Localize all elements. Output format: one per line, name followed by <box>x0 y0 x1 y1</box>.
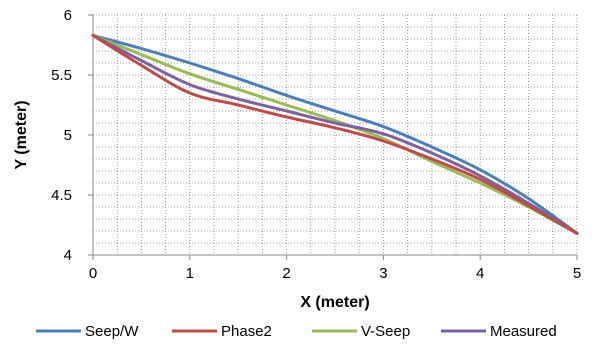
y-tick-label: 4 <box>64 247 72 264</box>
series-line-v-seep <box>91 33 579 235</box>
x-axis-title: X (meter) <box>300 294 369 311</box>
axes <box>88 14 578 260</box>
x-tick-label: 1 <box>186 265 194 282</box>
series-line-seep-w <box>91 33 579 235</box>
legend-label-v-seep: V-Seep <box>361 323 410 340</box>
y-tick-label: 5.5 <box>51 67 72 84</box>
y-tick-label: 6 <box>64 7 72 24</box>
series-layer <box>91 33 579 235</box>
legend-label-seep-w: Seep/W <box>85 323 139 340</box>
y-tick-label: 4.5 <box>51 187 72 204</box>
series-line-measured <box>91 33 579 235</box>
x-tick-label: 3 <box>379 265 387 282</box>
series-line-phase2 <box>91 33 579 235</box>
legend-label-measured: Measured <box>490 323 557 340</box>
x-tick-label: 2 <box>282 265 290 282</box>
y-axis-title: Y (meter) <box>13 100 30 169</box>
x-tick-labels: 0 1 2 3 4 5 <box>89 265 581 282</box>
x-tick-label: 4 <box>476 265 484 282</box>
grid-lines <box>93 14 578 255</box>
y-tick-labels: 4 4.5 5 5.5 6 <box>51 7 72 264</box>
x-tick-label: 5 <box>573 265 581 282</box>
x-tick-label: 0 <box>89 265 97 282</box>
y-tick-label: 5 <box>64 127 72 144</box>
legend-label-phase2: Phase2 <box>221 323 272 340</box>
legend: Seep/W Phase2 V-Seep Measured <box>36 323 557 340</box>
